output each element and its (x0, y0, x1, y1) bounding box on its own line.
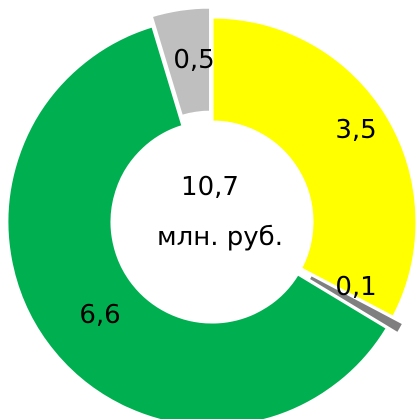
data-label-1: 0,1 (335, 272, 376, 302)
center-unit: млн. руб. (157, 222, 283, 252)
data-label-2: 6,6 (79, 300, 120, 330)
data-label-0: 3,5 (335, 115, 376, 145)
slice-0 (210, 15, 419, 320)
slice-2 (5, 23, 390, 419)
data-label-3: 0,5 (173, 45, 214, 75)
slice-3 (149, 5, 213, 119)
center-total: 10,7 (181, 172, 239, 202)
